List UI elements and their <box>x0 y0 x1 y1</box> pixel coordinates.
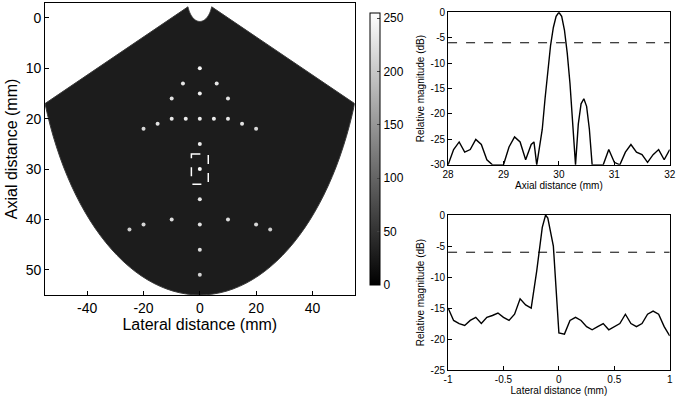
svg-text:29: 29 <box>498 169 510 180</box>
svg-text:0: 0 <box>440 210 446 221</box>
svg-text:250: 250 <box>383 11 403 25</box>
svg-text:150: 150 <box>383 118 403 132</box>
svg-text:-20: -20 <box>431 108 446 119</box>
svg-text:20: 20 <box>248 300 264 316</box>
svg-text:-40: -40 <box>77 300 97 316</box>
svg-text:0: 0 <box>383 278 390 292</box>
svg-text:1: 1 <box>667 374 673 385</box>
svg-text:30: 30 <box>26 161 42 177</box>
svg-text:32: 32 <box>664 169 676 180</box>
svg-text:31: 31 <box>609 169 621 180</box>
svg-text:Axial distance (mm): Axial distance (mm) <box>3 79 20 219</box>
svg-text:50: 50 <box>26 262 42 278</box>
svg-text:-5: -5 <box>436 241 445 252</box>
svg-text:0.5: 0.5 <box>607 374 621 385</box>
svg-text:200: 200 <box>383 65 403 79</box>
svg-text:-20: -20 <box>431 334 446 345</box>
svg-text:Lateral distance (mm): Lateral distance (mm) <box>122 316 277 333</box>
svg-text:-10: -10 <box>431 272 446 283</box>
svg-text:-1: -1 <box>444 374 453 385</box>
svg-text:0: 0 <box>440 7 446 18</box>
svg-text:-15: -15 <box>431 83 446 94</box>
svg-text:40: 40 <box>26 211 42 227</box>
svg-text:-0.5: -0.5 <box>495 374 513 385</box>
svg-text:Lateral distance (mm): Lateral distance (mm) <box>511 385 608 396</box>
svg-text:Relative magnitude (dB): Relative magnitude (dB) <box>415 35 426 142</box>
svg-text:-5: -5 <box>436 32 445 43</box>
svg-text:50: 50 <box>383 225 397 239</box>
svg-text:0: 0 <box>556 374 562 385</box>
svg-text:40: 40 <box>305 300 321 316</box>
svg-text:-25: -25 <box>431 134 446 145</box>
svg-text:-30: -30 <box>431 159 446 170</box>
svg-text:28: 28 <box>443 169 455 180</box>
svg-text:100: 100 <box>383 171 403 185</box>
svg-text:-10: -10 <box>431 58 446 69</box>
svg-text:-20: -20 <box>133 300 153 316</box>
svg-text:10: 10 <box>26 60 42 76</box>
svg-text:0: 0 <box>33 10 41 26</box>
svg-text:-15: -15 <box>431 303 446 314</box>
svg-text:0: 0 <box>196 300 204 316</box>
svg-text:Relative magnitude (dB): Relative magnitude (dB) <box>415 239 426 346</box>
svg-text:Axial distance (mm): Axial distance (mm) <box>515 180 603 191</box>
svg-text:30: 30 <box>553 169 565 180</box>
svg-text:-25: -25 <box>431 365 446 376</box>
svg-text:20: 20 <box>26 111 42 127</box>
